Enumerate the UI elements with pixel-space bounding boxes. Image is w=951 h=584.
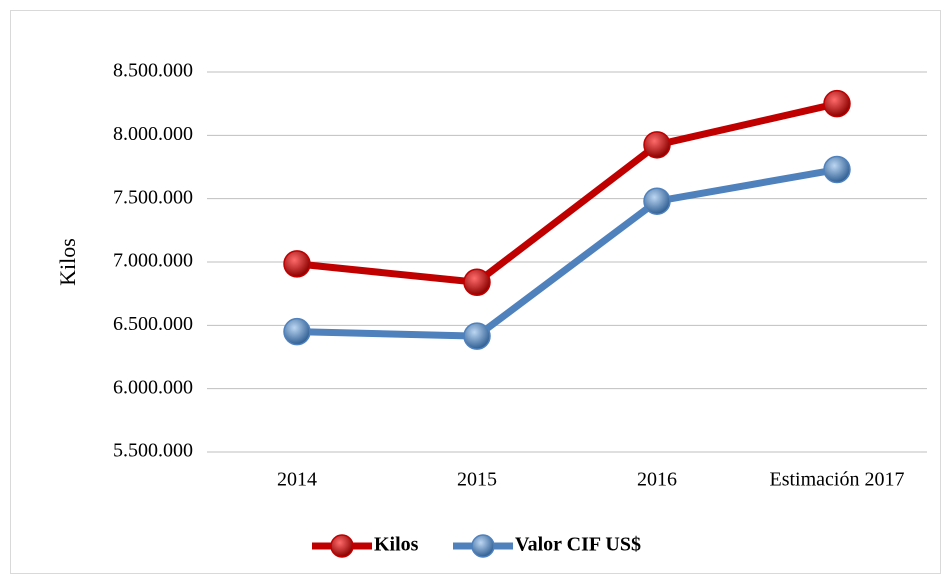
y-tick-label: 7.000.000 bbox=[113, 250, 193, 272]
x-tick-label: 2015 bbox=[457, 469, 497, 491]
series-marker bbox=[463, 322, 491, 350]
series-marker bbox=[643, 187, 671, 215]
y-tick-label: 8.000.000 bbox=[113, 123, 193, 145]
x-tick-label: 2016 bbox=[637, 469, 677, 491]
y-tick-label: 5.500.000 bbox=[113, 440, 193, 462]
legend-label: Kilos bbox=[374, 534, 419, 556]
y-tick-label: 7.500.000 bbox=[113, 186, 193, 208]
legend-label: Valor CIF US$ bbox=[515, 534, 641, 556]
series-marker bbox=[823, 89, 851, 118]
series-line bbox=[296, 166, 838, 340]
legend-marker bbox=[471, 534, 495, 558]
series-marker bbox=[283, 317, 311, 346]
series-marker bbox=[283, 250, 311, 278]
y-tick-label: 8.500.000 bbox=[113, 60, 193, 82]
series-marker bbox=[463, 268, 491, 297]
x-tick-label: Estimación 2017 bbox=[770, 469, 905, 491]
x-tick-label: 2014 bbox=[277, 469, 317, 491]
legend-marker bbox=[330, 534, 354, 558]
y-tick-label: 6.000.000 bbox=[113, 376, 193, 398]
series-marker bbox=[643, 131, 671, 159]
y-axis-label: Kilos bbox=[55, 238, 80, 286]
series-line bbox=[296, 100, 838, 286]
y-tick-label: 6.500.000 bbox=[113, 313, 193, 335]
series-marker bbox=[823, 155, 851, 184]
